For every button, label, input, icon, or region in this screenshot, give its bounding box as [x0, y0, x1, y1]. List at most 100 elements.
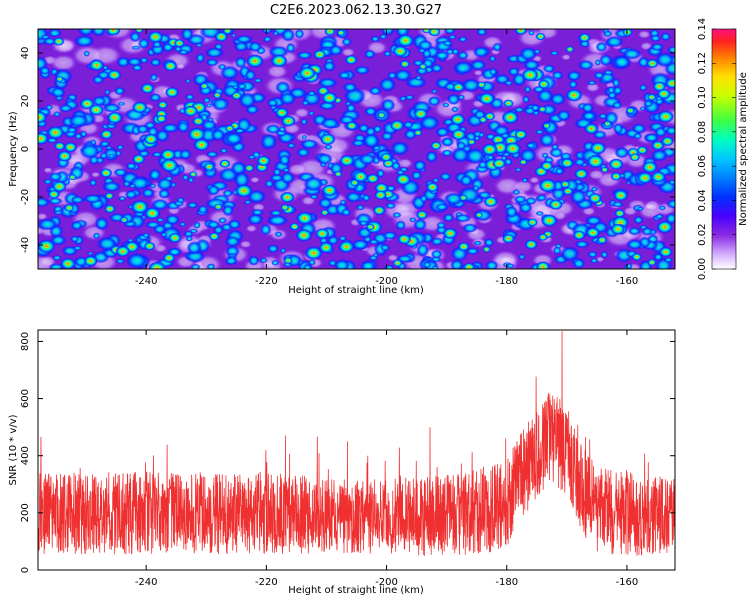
spectrogram-peak-cell [578, 32, 591, 43]
spectrogram-peak-cell [372, 205, 386, 216]
spectrogram-peak-cell [380, 152, 392, 162]
spectrogram-cell [94, 216, 109, 231]
spectrogram-cell [613, 85, 623, 95]
spectrogram-cell [641, 227, 654, 236]
spectrogram-peak-cell [399, 60, 411, 68]
spectrogram-cell [650, 149, 669, 162]
spectrogram-peak-cell [608, 158, 624, 171]
spectrogram-cell [381, 230, 398, 240]
spectrogram-peak-cell [459, 194, 468, 202]
spectrogram-cell [296, 51, 313, 60]
spectrogram-peak-cell [586, 154, 605, 169]
spectrogram-peak-cell [647, 93, 657, 101]
spectrogram-cell [149, 58, 162, 67]
spectrogram-cell [483, 237, 495, 248]
spectrogram-cell [454, 213, 472, 223]
spectrogram-peak-cell [395, 173, 412, 186]
spectrogram-cell [234, 128, 246, 134]
spectrogram-peak-cell [478, 92, 496, 105]
spectrogram-peak-cell [422, 29, 431, 34]
spectrogram-cell [566, 70, 582, 82]
spectrogram-peak-cell [289, 222, 300, 231]
colorbar-tick-label: 0.00 [697, 258, 708, 280]
spectrogram-peak-cell [339, 154, 355, 167]
spectrogram-cell [441, 149, 453, 157]
spectrogram-cell [603, 69, 614, 76]
spectrogram-cell [611, 201, 624, 208]
spectrogram-cell [202, 96, 212, 104]
spectrogram-cell [309, 194, 319, 200]
spectrogram-cell [278, 126, 286, 133]
spectrogram-cell [264, 179, 274, 189]
spectrogram-cell [530, 104, 540, 112]
spectrogram-cell [251, 150, 262, 159]
spectrogram-cell [638, 30, 651, 39]
spectrogram-peak-cell [610, 223, 626, 235]
spectrogram-peak-cell [397, 233, 412, 245]
spectrogram-cell [577, 59, 595, 71]
spectrogram-peak-cell [538, 178, 557, 193]
spectrogram-peak-cell [222, 29, 233, 35]
spectrogram-cell [90, 139, 97, 146]
spectrogram-peak-cell [313, 49, 327, 60]
spectrogram-cell [301, 134, 308, 140]
spectrogram-cell [238, 91, 257, 109]
spectrogram-cell [462, 223, 478, 233]
spectrogram-peak-cell [475, 211, 484, 219]
spectrogram-cell [149, 93, 162, 102]
spectrogram-cell [164, 214, 181, 226]
spectrogram-cell [404, 76, 428, 89]
spectrogram-cell [425, 150, 438, 164]
spectrogram-cell [581, 102, 595, 114]
spectrogram-cell [457, 94, 466, 101]
spectrogram-cell [86, 251, 94, 256]
spectrogram-peak-cell [162, 253, 176, 263]
snr-y-tick-label: 800 [20, 332, 31, 351]
spectrogram-peak-cell [160, 148, 176, 161]
spectrogram-cell [82, 193, 103, 204]
spectrogram-cell [431, 265, 440, 269]
spectrogram-y-tick-label: 20 [20, 95, 31, 108]
snr-x-ticks: -240 -220 -200 -180 -160 [135, 330, 638, 588]
spectrogram-cell [621, 48, 642, 60]
spectrogram-cell [457, 50, 469, 60]
spectrogram-peak-cell [157, 100, 169, 109]
colorbar-tick-label: 0.12 [697, 52, 708, 74]
spectrogram-cell [236, 83, 248, 90]
spectrogram-peak-cell [296, 211, 314, 225]
spectrogram-peak-cell [483, 196, 499, 208]
spectrogram-peak-cell [428, 29, 441, 37]
spectrogram-cell [633, 132, 643, 140]
spectrogram-cell [439, 172, 452, 181]
spectrogram-cell [636, 206, 644, 211]
spectrogram-cell [259, 257, 268, 264]
spectrogram-cell [158, 188, 171, 199]
spectrogram-cell [50, 86, 67, 99]
spectrogram-cell [38, 197, 51, 208]
spectrogram-cell [361, 194, 371, 202]
spectrogram-cell [260, 133, 278, 151]
spectrogram-cell [38, 218, 59, 231]
colorbar-tick-label: 0.04 [697, 189, 708, 211]
spectrogram-cell [611, 101, 623, 110]
spectrogram-peak-cell [192, 116, 205, 126]
spectrogram-cell [459, 174, 473, 187]
spectrogram-cell [189, 228, 199, 234]
spectrogram-peak-cell [346, 121, 358, 131]
spectrogram-cell [410, 170, 423, 181]
spectrogram-cell [266, 64, 288, 79]
spectrogram-cell [536, 88, 554, 104]
spectrogram-peak-cell [60, 257, 76, 269]
spectrogram-cell [357, 123, 370, 133]
spectrogram-cell [589, 257, 599, 264]
spectrogram-peak-cell [540, 161, 554, 171]
spectrogram-cell [551, 143, 559, 151]
spectrogram-peak-cell [350, 179, 360, 187]
spectrogram-peak-cell [503, 99, 514, 108]
spectrogram-cell [281, 29, 296, 42]
spectrogram-cell [363, 49, 376, 59]
snr-x-tick-label: -160 [616, 577, 639, 588]
spectrogram-cell [430, 237, 444, 246]
spectrogram-cell [219, 147, 228, 154]
